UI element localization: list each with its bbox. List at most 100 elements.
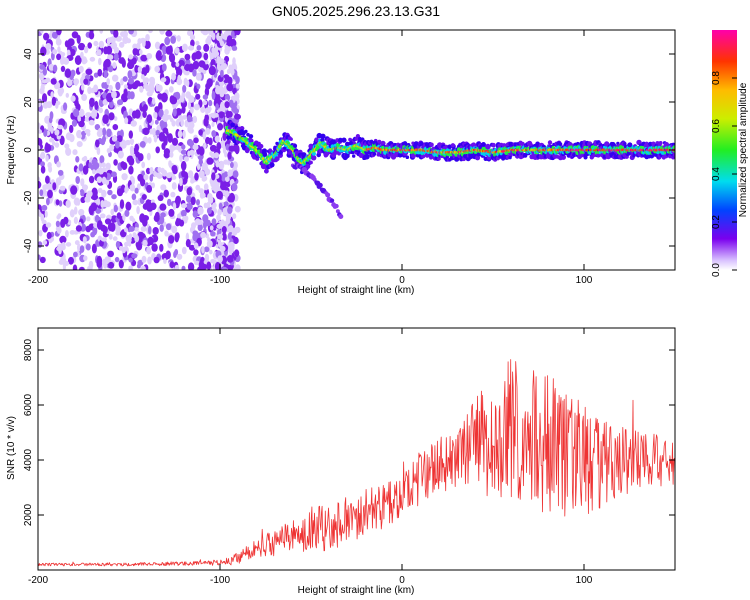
noise-dot	[210, 231, 216, 237]
noise-dot	[195, 93, 201, 100]
noise-dot	[145, 34, 150, 42]
noise-dot	[59, 185, 66, 191]
noise-dot	[132, 57, 137, 65]
noise-dot	[199, 191, 205, 199]
noise-dot	[50, 78, 57, 85]
noise-dot	[77, 116, 81, 122]
noise-dot	[190, 178, 195, 184]
noise-dot	[89, 97, 95, 108]
noise-dot	[223, 201, 229, 207]
noise-dot	[128, 241, 132, 247]
noise-dot	[196, 163, 201, 171]
noise-dot	[140, 265, 146, 270]
ridge-halo-dot	[429, 142, 434, 148]
noise-dot	[88, 31, 95, 40]
snr-series-line	[38, 359, 675, 567]
noise-dot	[158, 108, 164, 118]
noise-dot	[77, 243, 81, 252]
noise-dot	[83, 255, 88, 261]
noise-dot	[52, 64, 58, 73]
noise-dot	[109, 144, 115, 152]
noise-dot	[87, 265, 93, 270]
noise-dot	[97, 68, 103, 77]
noise-dot	[226, 255, 234, 263]
noise-dot	[89, 56, 96, 62]
noise-dot	[214, 135, 220, 143]
noise-dot	[160, 184, 167, 191]
noise-dot	[94, 100, 99, 110]
noise-dot	[136, 242, 143, 251]
noise-dot	[55, 38, 62, 46]
ridge-halo-dot	[248, 134, 254, 139]
noise-dot	[222, 74, 230, 84]
noise-dot	[165, 223, 172, 231]
noise-dot	[141, 39, 146, 48]
noise-dot	[170, 117, 174, 123]
noise-dot	[55, 226, 61, 232]
ridge-halo-dot	[320, 133, 326, 139]
noise-dot	[88, 175, 95, 184]
noise-dot	[168, 208, 175, 217]
noise-dot	[226, 160, 231, 166]
noise-dot	[195, 40, 200, 46]
noise-dot	[215, 103, 219, 111]
noise-dot	[106, 78, 110, 86]
noise-dot	[120, 161, 126, 169]
noise-dot	[187, 30, 194, 37]
noise-dot	[45, 175, 50, 184]
noise-dot	[206, 157, 214, 165]
noise-dot	[154, 41, 161, 50]
noise-dot	[176, 35, 181, 42]
noise-dot	[167, 133, 173, 143]
noise-dot	[140, 226, 147, 232]
noise-dot	[188, 95, 195, 103]
noise-dot	[193, 103, 200, 111]
noise-dot	[137, 173, 144, 182]
noise-dot	[211, 172, 216, 181]
noise-dot	[158, 132, 166, 142]
spectrogram-ylabel: Frequency (Hz)	[6, 116, 17, 185]
noise-dot	[225, 180, 231, 188]
noise-dot	[107, 189, 113, 196]
noise-dot	[202, 100, 208, 106]
noise-dot	[139, 49, 143, 55]
noise-dot	[208, 65, 216, 76]
noise-dot	[73, 206, 78, 215]
noise-dot	[231, 183, 238, 192]
y-tick-label: 6000	[23, 393, 34, 416]
ridge-halo-dot	[278, 150, 283, 155]
noise-dot	[193, 242, 199, 249]
noise-dot	[78, 65, 84, 73]
ridge-halo-dot	[485, 143, 491, 150]
noise-dot	[159, 203, 167, 211]
noise-dot	[223, 171, 228, 178]
noise-dot	[135, 151, 140, 158]
noise-dot	[82, 58, 88, 64]
noise-dot	[183, 156, 190, 162]
noise-dot	[113, 159, 118, 166]
noise-dot	[211, 32, 216, 41]
noise-dot	[46, 197, 50, 206]
noise-dot	[218, 58, 225, 65]
noise-dot	[175, 195, 182, 205]
noise-dot	[96, 255, 103, 266]
noise-dot	[105, 162, 111, 170]
noise-dot	[234, 144, 240, 155]
noise-dot	[65, 132, 72, 141]
noise-dot	[202, 175, 208, 182]
noise-dot	[174, 47, 180, 54]
noise-dot	[126, 90, 132, 100]
x-tick-label: -100	[210, 275, 230, 286]
ridge-halo-dot	[405, 155, 410, 159]
noise-dot	[174, 232, 180, 243]
noise-dot	[82, 236, 87, 244]
noise-dot	[39, 256, 46, 264]
noise-dot	[180, 160, 187, 171]
noise-dot	[132, 48, 138, 56]
noise-dot	[101, 189, 107, 198]
noise-dot	[127, 61, 135, 70]
noise-dot	[216, 32, 222, 41]
noise-dot	[181, 105, 186, 114]
noise-dot	[234, 113, 241, 120]
noise-dot	[184, 119, 189, 128]
